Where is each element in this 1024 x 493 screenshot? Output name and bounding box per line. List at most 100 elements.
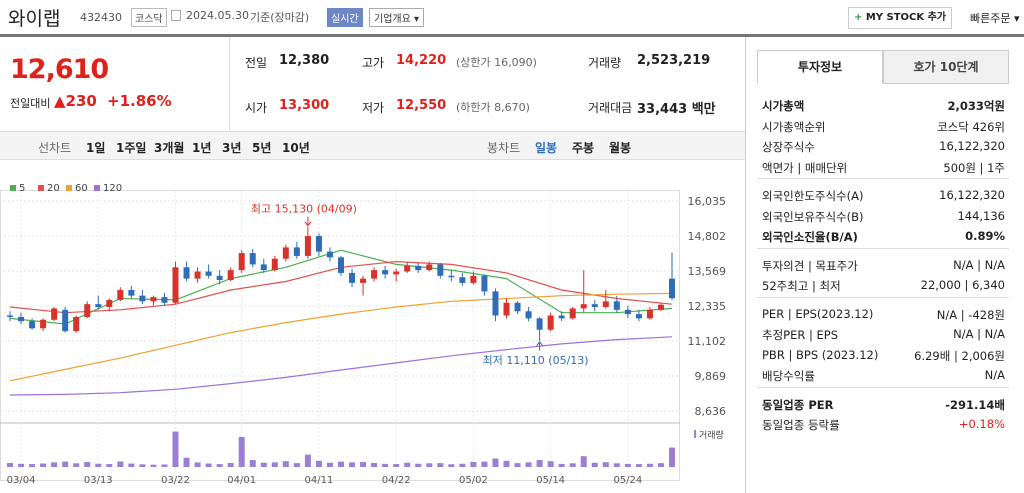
x-tick-label: 03/04 — [7, 475, 36, 486]
quick-order[interactable]: 빠른주문 ▾ — [970, 12, 1020, 25]
info-value: +0.18% — [958, 417, 1005, 431]
candle-body — [29, 321, 36, 329]
x-tick-label: 04/22 — [382, 475, 411, 486]
change-rate: +1.86% — [107, 92, 172, 110]
summary-value: 2,523,219 — [637, 53, 711, 68]
overview-text: 기업개요 — [374, 14, 411, 25]
summary-value: 12,550 — [396, 98, 447, 113]
volume-bar — [139, 464, 146, 467]
volume-bar — [382, 463, 389, 467]
line-chart-label: 선차트 — [38, 141, 72, 155]
volume-bar — [459, 463, 466, 467]
info-label: PBR | BPS (2023.12) — [762, 347, 879, 362]
high-arrow — [304, 216, 312, 227]
legend-label: 5 — [19, 183, 25, 194]
legend-swatch — [66, 185, 72, 191]
candle-body — [73, 316, 80, 332]
candle-body — [62, 309, 69, 332]
candle-body — [371, 270, 378, 279]
x-tick-label: 04/01 — [227, 475, 256, 486]
stock-name: 와이랩 — [8, 8, 61, 30]
candle-tab[interactable]: 월봉 — [609, 141, 632, 155]
volume-bar — [613, 463, 620, 467]
summary-value: 33,443 백만 — [637, 102, 716, 117]
candle-body — [194, 271, 201, 279]
group-divider — [757, 247, 1009, 249]
volume-bar — [360, 461, 367, 467]
candle-body — [470, 275, 477, 283]
info-value: 144,136 — [957, 208, 1005, 223]
volume-bar — [227, 462, 234, 467]
period-tab[interactable]: 5년 — [252, 141, 272, 155]
info-label: 시가총액 — [762, 99, 805, 113]
candle-tab[interactable]: 일봉 — [535, 141, 558, 155]
info-value: N/A | N/A — [953, 327, 1005, 341]
info-label: 액면가 | 매매단위 — [762, 160, 848, 175]
y-tick-label: 8,636 — [695, 405, 727, 418]
period-tab[interactable]: 3년 — [222, 141, 242, 155]
candle-body — [514, 302, 521, 312]
candle-body — [669, 278, 675, 299]
legend-label: 60 — [75, 183, 88, 194]
volume-bar — [293, 463, 300, 467]
volume-bar — [117, 461, 124, 467]
volume-bar — [470, 461, 477, 467]
candle-tab[interactable]: 주봉 — [572, 141, 595, 155]
summary-note: (상한가 16,090) — [456, 56, 537, 69]
volume-bar — [150, 464, 157, 467]
candle-body — [481, 275, 488, 292]
candle-body — [448, 275, 455, 278]
legend-swatch — [10, 185, 16, 191]
candle-body — [503, 302, 510, 316]
legend-label: 20 — [47, 183, 60, 194]
basis: 기준(장마감) — [250, 11, 310, 24]
volume-bar — [448, 464, 455, 467]
volume-bar — [338, 461, 344, 467]
realtime-badge[interactable]: 실시간 — [327, 8, 363, 27]
candle-body — [326, 251, 333, 258]
volume-bar — [260, 462, 267, 467]
candle-body — [382, 270, 389, 275]
y-tick-label: 12,335 — [688, 300, 727, 313]
candle-body — [536, 318, 543, 330]
tab-selected[interactable]: 투자정보 — [757, 50, 883, 84]
volume-bar — [569, 463, 576, 467]
mystock-button[interactable]: + MY STOCK 추가 — [848, 7, 952, 29]
volume-bar — [7, 462, 13, 467]
volume-bar — [249, 460, 256, 467]
volume-bar — [669, 447, 675, 467]
candle-body — [646, 309, 653, 319]
price-panel — [0, 37, 746, 132]
x-tick-label: 03/13 — [84, 475, 113, 486]
tab[interactable]: 호가 10단계 — [883, 50, 1009, 84]
summary-value: 13,300 — [279, 98, 330, 113]
period-tab[interactable]: 1주일 — [116, 141, 147, 155]
volume-bar — [602, 462, 609, 467]
volume-bar — [536, 460, 543, 467]
volume-bar — [62, 461, 69, 467]
candle-body — [172, 267, 179, 303]
change: ▲230 — [54, 92, 97, 110]
candle-body — [106, 299, 113, 308]
period-tab[interactable]: 1일 — [86, 141, 106, 155]
info-label: 외국인보유주식수(B) — [762, 209, 864, 224]
y-tick-label: 13,569 — [688, 265, 727, 278]
candle-body — [51, 308, 58, 320]
period-tab[interactable]: 3개월 — [154, 141, 185, 155]
candle-body — [18, 316, 25, 322]
volume-bar — [128, 463, 135, 467]
volume-bar — [315, 460, 322, 467]
candle-body — [260, 264, 267, 271]
period-tab[interactable]: 10년 — [282, 141, 310, 155]
volume-bar — [514, 463, 521, 467]
volume-bar — [29, 464, 36, 467]
candle-body — [525, 311, 532, 319]
overview-button[interactable]: 기업개요 ▾ — [369, 8, 425, 27]
candle-body — [657, 304, 664, 310]
candle-body — [393, 271, 400, 275]
candle-body — [624, 309, 631, 315]
volume-bar — [635, 464, 642, 467]
period-tab[interactable]: 1년 — [192, 141, 212, 155]
volume-bar — [172, 431, 179, 467]
